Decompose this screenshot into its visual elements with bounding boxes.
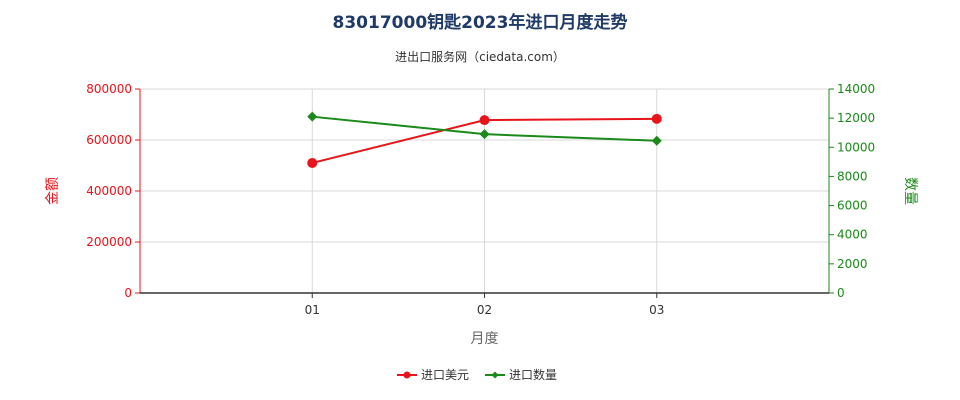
right-tick-label: 4000 bbox=[837, 228, 868, 242]
series-1-point bbox=[479, 115, 490, 126]
legend-label-1: 进口美元 bbox=[421, 368, 469, 382]
right-tick-label: 6000 bbox=[837, 199, 868, 213]
legend-marker-2 bbox=[491, 371, 499, 379]
series-1-point bbox=[651, 113, 662, 124]
right-tick-label: 0 bbox=[837, 286, 845, 300]
series-1-point bbox=[307, 157, 318, 168]
left-tick-label: 400000 bbox=[86, 184, 132, 198]
chart-title: 83017000钥匙2023年进口月度走势 bbox=[332, 13, 628, 33]
y-right-axis-title: 数量 bbox=[902, 177, 918, 205]
x-axis-title: 月度 bbox=[471, 331, 499, 347]
y-left-axis-title: 金额 bbox=[45, 177, 61, 205]
right-tick-label: 8000 bbox=[837, 169, 868, 183]
x-tick-label: 03 bbox=[649, 303, 664, 317]
series-2-point bbox=[307, 111, 318, 122]
chart-subtitle: 进出口服务网（ciedata.com） bbox=[395, 50, 565, 64]
left-tick-label: 200000 bbox=[86, 235, 132, 249]
right-tick-label: 12000 bbox=[837, 111, 875, 125]
series-2-point bbox=[651, 135, 662, 146]
series-2-point bbox=[479, 129, 490, 140]
x-tick-label: 02 bbox=[477, 303, 492, 317]
right-tick-label: 10000 bbox=[837, 140, 875, 154]
x-tick-label: 01 bbox=[305, 303, 320, 317]
left-tick-label: 800000 bbox=[86, 82, 132, 96]
right-tick-label: 14000 bbox=[837, 82, 875, 96]
left-tick-label: 600000 bbox=[86, 133, 132, 147]
legend-marker-1 bbox=[403, 371, 411, 379]
right-tick-label: 2000 bbox=[837, 257, 868, 271]
left-tick-label: 0 bbox=[124, 286, 132, 300]
legend-label-2: 进口数量 bbox=[509, 367, 557, 382]
